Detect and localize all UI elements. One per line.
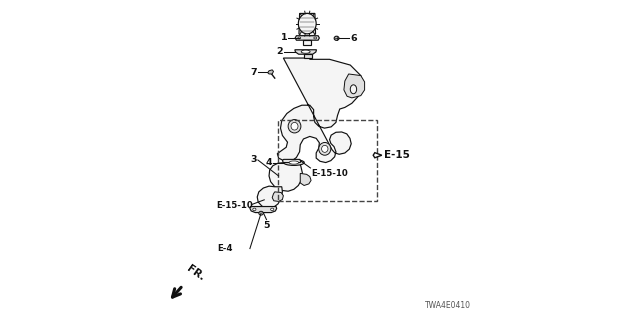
Polygon shape bbox=[303, 40, 311, 45]
Text: 6: 6 bbox=[350, 34, 357, 43]
Text: 7: 7 bbox=[250, 68, 257, 76]
Ellipse shape bbox=[314, 37, 317, 39]
Ellipse shape bbox=[350, 85, 356, 94]
Polygon shape bbox=[282, 159, 301, 163]
Polygon shape bbox=[295, 36, 319, 40]
Text: 2: 2 bbox=[276, 47, 283, 56]
Ellipse shape bbox=[334, 36, 339, 40]
Polygon shape bbox=[277, 58, 362, 163]
Text: 3: 3 bbox=[250, 155, 257, 164]
Polygon shape bbox=[272, 192, 284, 201]
Text: 4: 4 bbox=[266, 158, 273, 167]
Text: FR.: FR. bbox=[185, 263, 207, 283]
Polygon shape bbox=[300, 173, 311, 186]
Text: E-4: E-4 bbox=[218, 244, 233, 253]
Polygon shape bbox=[344, 74, 365, 98]
Polygon shape bbox=[295, 50, 317, 54]
Text: TWA4E0410: TWA4E0410 bbox=[426, 301, 471, 310]
Ellipse shape bbox=[259, 211, 263, 215]
Ellipse shape bbox=[271, 208, 274, 211]
Ellipse shape bbox=[288, 120, 301, 133]
Polygon shape bbox=[298, 13, 316, 34]
Polygon shape bbox=[257, 186, 282, 208]
Text: 1: 1 bbox=[280, 34, 287, 43]
Polygon shape bbox=[269, 163, 303, 191]
Bar bbox=[278, 120, 377, 201]
Text: E-15-10: E-15-10 bbox=[311, 169, 348, 178]
Ellipse shape bbox=[253, 208, 256, 211]
Text: E-15: E-15 bbox=[384, 150, 410, 160]
Ellipse shape bbox=[291, 123, 298, 130]
Polygon shape bbox=[304, 54, 312, 58]
Text: 5: 5 bbox=[263, 221, 269, 230]
Polygon shape bbox=[299, 13, 316, 36]
Ellipse shape bbox=[298, 37, 301, 39]
Ellipse shape bbox=[289, 161, 299, 164]
Polygon shape bbox=[373, 153, 382, 158]
Ellipse shape bbox=[321, 145, 328, 152]
Polygon shape bbox=[250, 206, 276, 212]
Ellipse shape bbox=[284, 160, 304, 165]
Polygon shape bbox=[268, 70, 273, 74]
Ellipse shape bbox=[301, 50, 310, 53]
Text: E-15-10: E-15-10 bbox=[216, 201, 253, 210]
Ellipse shape bbox=[319, 142, 331, 155]
